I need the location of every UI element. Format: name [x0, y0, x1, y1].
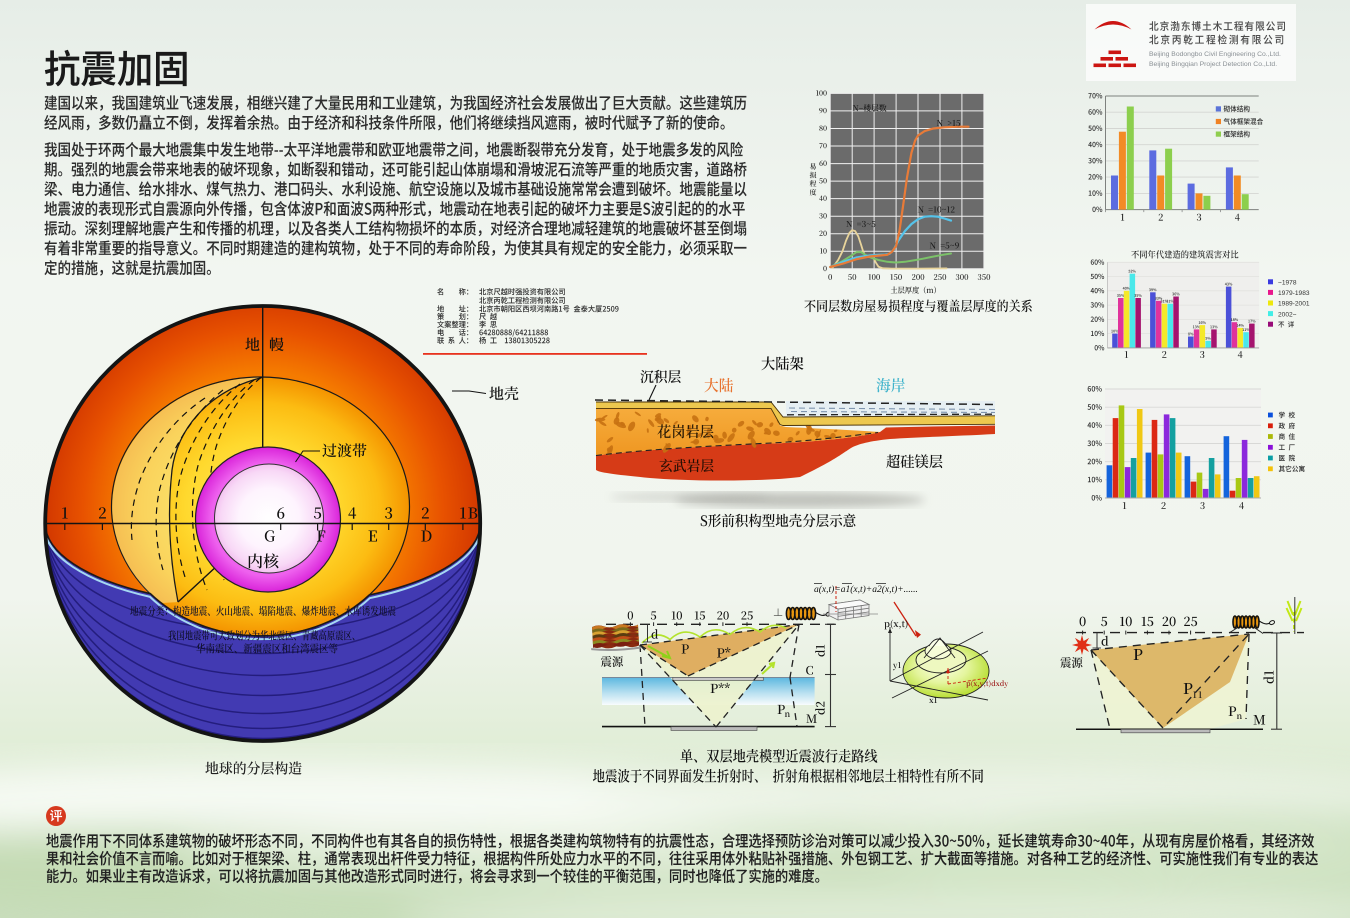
svg-text:Beijing Bingqian Project Detec: Beijing Bingqian Project Detection Co.,L… — [1149, 61, 1277, 68]
svg-text:Beijing Bodongbo Civil Enginee: Beijing Bodongbo Civil Engineering Co.,L… — [1149, 51, 1281, 58]
svg-text:2002~: 2002~ — [1278, 311, 1297, 318]
svg-text:1979-1983: 1979-1983 — [1278, 290, 1310, 297]
svg-text:a(x,t)=a1(x,t)+a2(x,t)+......: a(x,t)=a1(x,t)+a2(x,t)+...... — [814, 584, 918, 595]
svg-text:~1978: ~1978 — [1278, 280, 1297, 287]
svg-text:1989-2001: 1989-2001 — [1278, 301, 1310, 308]
